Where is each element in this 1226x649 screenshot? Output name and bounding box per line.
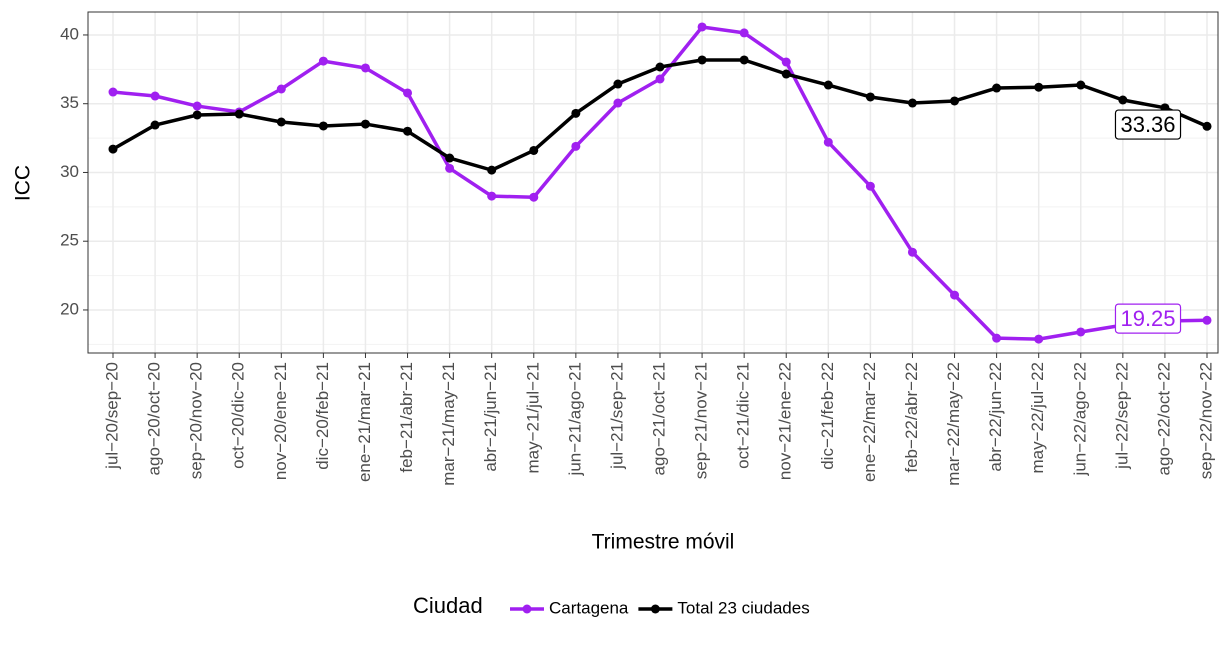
point — [950, 290, 960, 300]
point — [1076, 327, 1086, 337]
plot-border — [87, 11, 1219, 354]
point — [655, 74, 665, 84]
point — [360, 119, 370, 129]
x-tick-label: ago−20/oct−20 — [145, 362, 164, 475]
point — [781, 69, 791, 79]
x-tick-label: ene−21/mar−21 — [355, 362, 374, 482]
end-label: 33.36 — [1114, 109, 1182, 140]
point — [276, 117, 286, 127]
point — [571, 108, 581, 118]
y-tick-label: 40 — [60, 24, 79, 43]
point — [108, 87, 118, 97]
end-label-text: 19.25 — [1120, 306, 1175, 331]
x-tick-label: may−22/jul−22 — [1028, 362, 1047, 474]
point — [1076, 80, 1086, 90]
point — [318, 121, 328, 131]
point — [360, 63, 370, 73]
x-tick-label: dic−21/feb−22 — [818, 362, 837, 470]
x-tick-label: oct−21/dic−21 — [734, 362, 753, 469]
x-tick-label: jun−22/ago−22 — [1070, 362, 1089, 476]
point — [234, 109, 244, 119]
legend-key-point — [522, 604, 532, 614]
point — [950, 96, 960, 106]
x-tick-label: oct−20/dic−20 — [229, 362, 248, 469]
y-axis-title: ICC — [12, 165, 35, 201]
point — [1202, 121, 1212, 131]
x-tick-label: feb−21/abr−21 — [397, 362, 416, 473]
y-tick-label: 35 — [60, 93, 79, 112]
point — [192, 101, 202, 111]
x-tick-label: abr−21/jun−21 — [481, 362, 500, 472]
point — [613, 79, 623, 89]
point — [992, 333, 1002, 343]
end-label-text: 33.36 — [1120, 112, 1175, 137]
legend-key-point — [650, 604, 660, 614]
y-tick-label: 20 — [60, 299, 79, 318]
point — [739, 55, 749, 65]
point — [781, 57, 791, 67]
x-tick-label: jul−21/sep−21 — [607, 362, 626, 470]
x-tick-label: mar−21/may−21 — [439, 362, 458, 486]
point — [655, 62, 665, 72]
legend-label: Total 23 ciudades — [677, 598, 809, 617]
point — [907, 247, 917, 257]
point — [865, 92, 875, 102]
point — [1118, 95, 1128, 105]
point — [907, 98, 917, 108]
x-tick-label: ene−22/mar−22 — [860, 362, 879, 482]
point — [1202, 315, 1212, 325]
point — [318, 56, 328, 66]
point — [529, 192, 539, 202]
point — [1034, 82, 1044, 92]
x-tick-label: sep−20/nov−20 — [187, 362, 206, 479]
end-label-box — [1114, 303, 1182, 334]
point — [697, 22, 707, 32]
point — [150, 120, 160, 130]
point — [445, 153, 455, 163]
point — [445, 163, 455, 173]
point — [403, 126, 413, 136]
point — [108, 144, 118, 154]
point — [613, 98, 623, 108]
x-tick-label: mar−22/may−22 — [944, 362, 963, 486]
x-tick-label: may−21/jul−21 — [523, 362, 542, 474]
x-tick-label: jul−20/sep−20 — [102, 362, 121, 470]
y-tick-label: 30 — [60, 162, 79, 181]
point — [992, 83, 1002, 93]
point — [865, 181, 875, 191]
point — [403, 88, 413, 98]
point — [150, 91, 160, 101]
x-tick-label: sep−22/nov−22 — [1196, 362, 1215, 479]
x-tick-label: nov−20/ene−21 — [271, 362, 290, 480]
point — [697, 55, 707, 65]
x-tick-label: ago−21/oct−21 — [649, 362, 668, 475]
x-tick-label: feb−22/abr−22 — [902, 362, 921, 473]
x-tick-label: nov−21/ene−22 — [776, 362, 795, 480]
point — [823, 80, 833, 90]
legend-label: Cartagena — [549, 598, 629, 617]
point — [529, 145, 539, 155]
point — [276, 84, 286, 94]
point — [571, 141, 581, 151]
x-tick-label: abr−22/jun−22 — [986, 362, 1005, 472]
x-tick-label: dic−20/feb−21 — [313, 362, 332, 470]
x-axis-title: Trimestre móvil — [592, 531, 735, 554]
x-tick-label: jul−22/sep−22 — [1112, 362, 1131, 470]
x-tick-label: ago−22/oct−22 — [1154, 362, 1173, 475]
point — [823, 137, 833, 147]
end-label: 19.25 — [1114, 303, 1182, 334]
x-tick-label: jun−21/ago−21 — [565, 362, 584, 476]
end-label-box — [1114, 109, 1182, 140]
point — [739, 28, 749, 38]
point — [487, 191, 497, 201]
legend-title: Ciudad — [413, 593, 483, 618]
point — [1034, 334, 1044, 344]
point — [487, 165, 497, 175]
y-tick-label: 25 — [60, 231, 79, 250]
x-tick-label: sep−21/nov−21 — [692, 362, 711, 479]
point — [192, 110, 202, 120]
